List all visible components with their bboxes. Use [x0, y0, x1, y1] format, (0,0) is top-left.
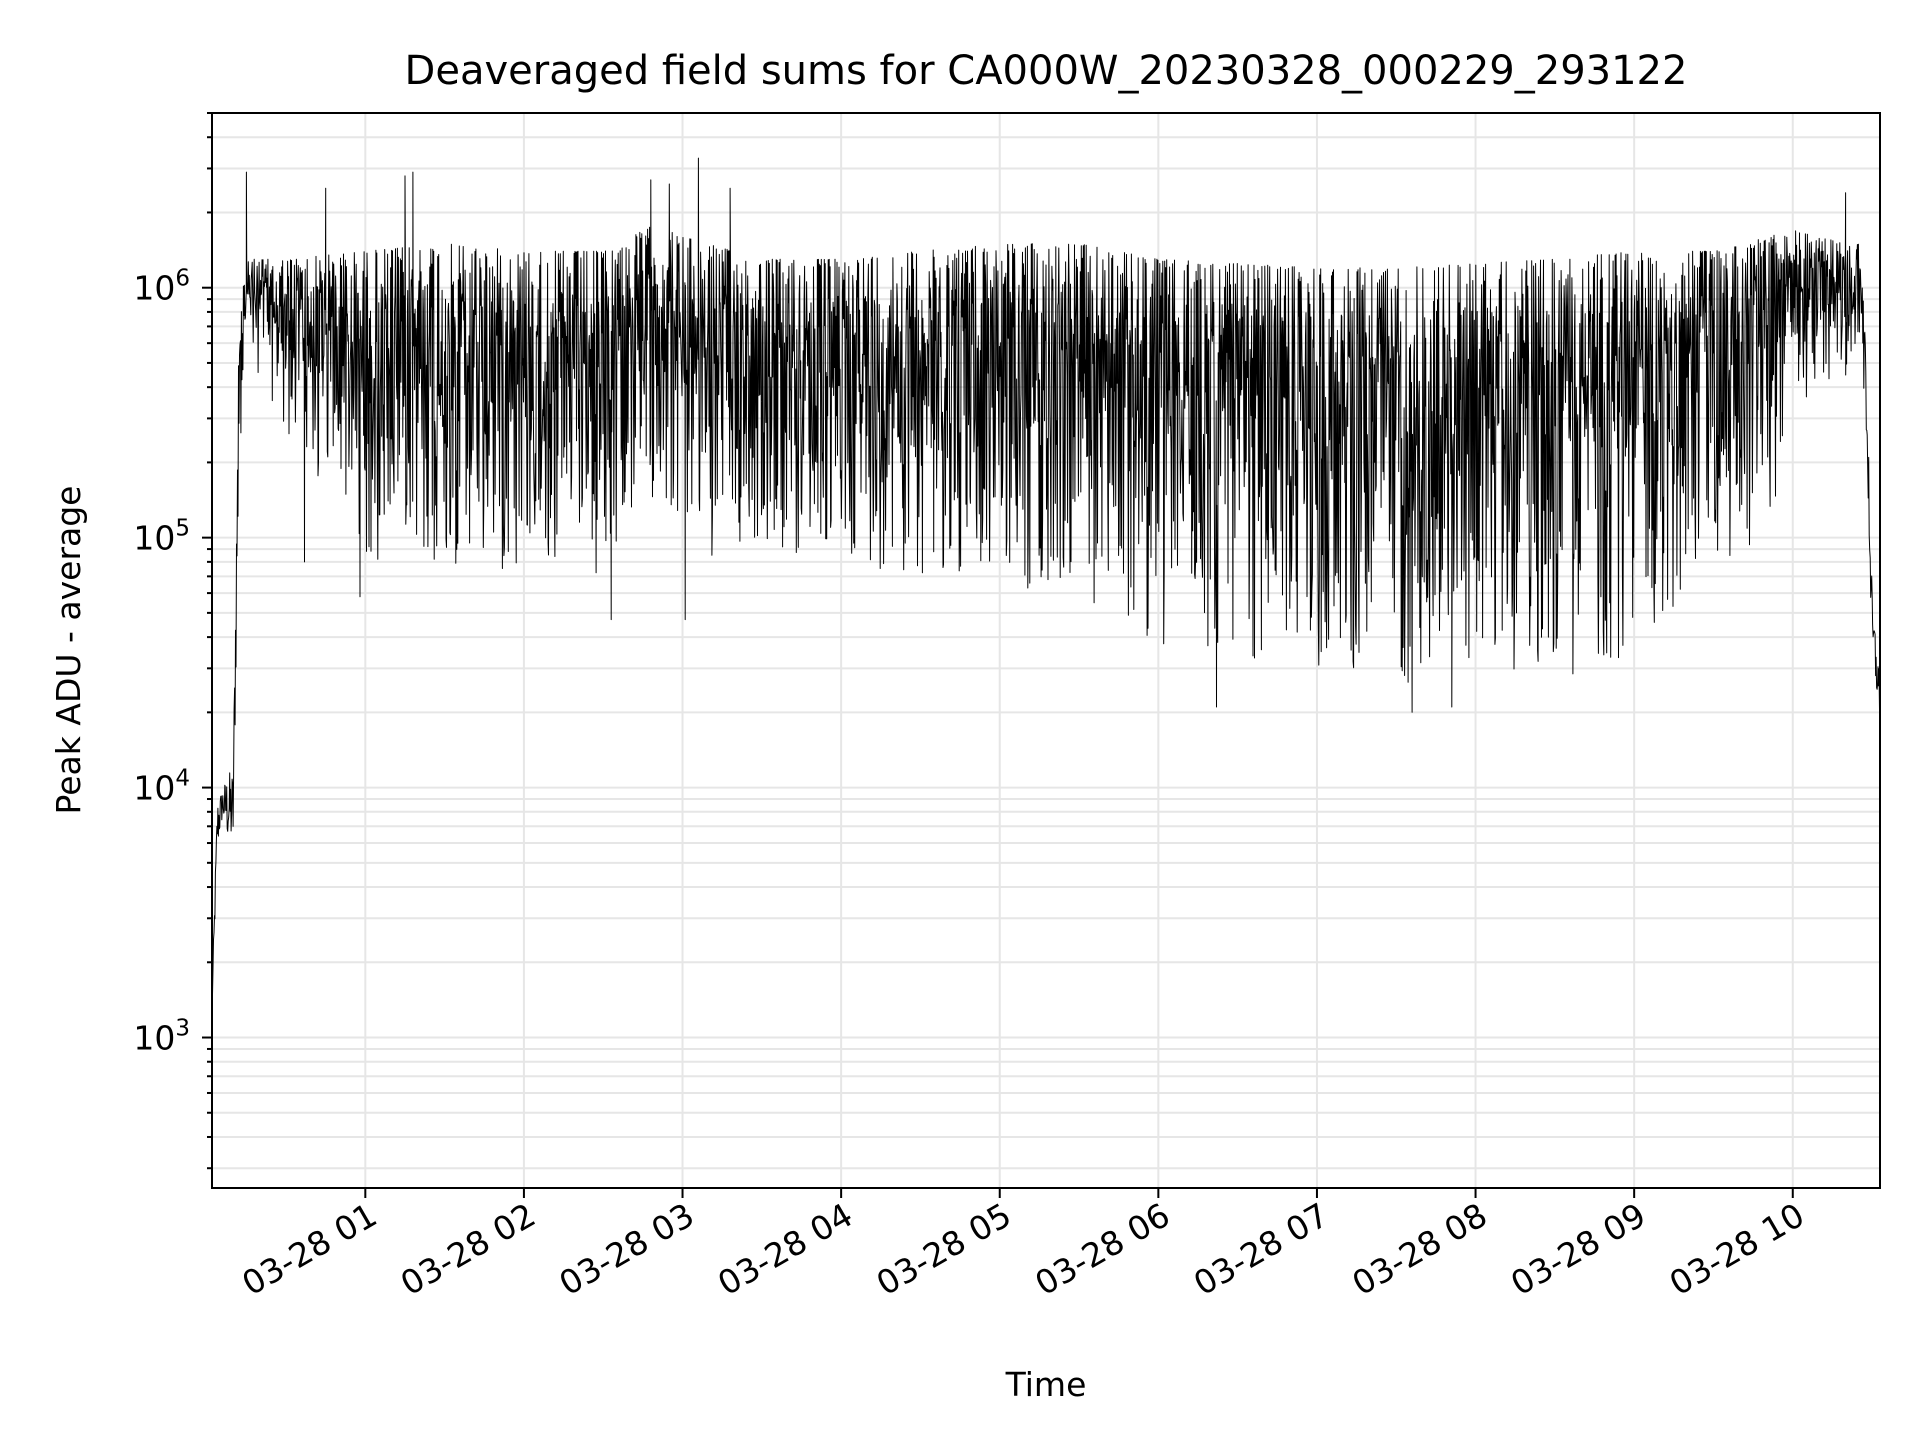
x-tick-label: 03-28 10: [1663, 1195, 1811, 1303]
series-path: [211, 157, 1881, 1002]
x-tick-label: 03-28 07: [1187, 1195, 1335, 1303]
y-tick-label: 106: [133, 266, 190, 308]
x-tick-label: 03-28 05: [870, 1195, 1018, 1303]
y-axis-label: Peak ADU - average: [49, 486, 88, 815]
x-tick-label: 03-28 08: [1346, 1195, 1494, 1303]
x-tick-label: 03-28 03: [553, 1195, 701, 1303]
x-tick-label: 03-28 01: [235, 1195, 383, 1303]
chart-title: Deaveraged field sums for CA000W_2023032…: [405, 48, 1688, 94]
series-line: [211, 157, 1881, 1002]
x-axis-label: Time: [1005, 1365, 1087, 1404]
y-axis: 103 104 105 106: [133, 112, 212, 1170]
x-tick-label: 03-28 06: [1028, 1195, 1176, 1303]
x-tick-label: 03-28 02: [394, 1195, 542, 1303]
y-tick-label: 105: [133, 516, 190, 558]
plot-frame: [211, 112, 1881, 1189]
x-tick-label: 03-28 04: [711, 1195, 859, 1303]
y-tick-label: 104: [133, 766, 190, 808]
x-axis: 03-28 01 03-28 02 03-28 03 03-28 04 03-28 05…: [235, 1188, 1811, 1303]
y-tick-label: 103: [133, 1016, 190, 1058]
x-tick-label: 03-28 09: [1504, 1195, 1652, 1303]
